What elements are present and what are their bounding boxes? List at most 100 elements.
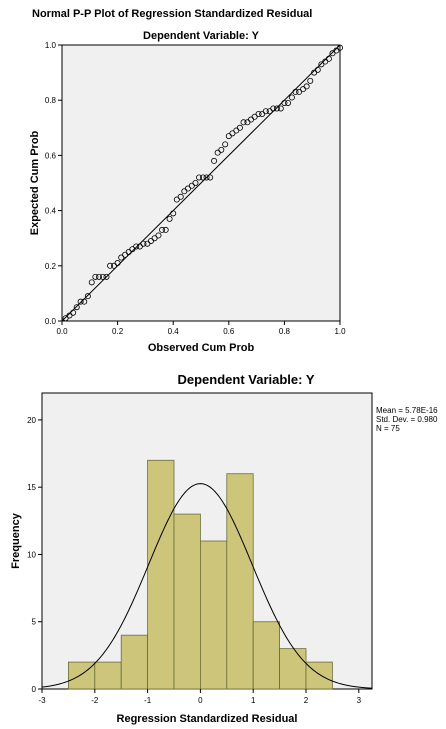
pp-plot-title: Normal P-P Plot of Regression Standardiz… bbox=[32, 8, 312, 20]
histogram-x-tick-label: 3 bbox=[357, 696, 362, 705]
pp-point bbox=[240, 119, 247, 126]
histogram-y-ticks: 0 5 10 15 20 bbox=[27, 416, 42, 694]
pp-point bbox=[81, 298, 88, 305]
histogram-x-tick-label: 2 bbox=[304, 696, 309, 705]
pp-point bbox=[303, 83, 310, 90]
pp-point bbox=[140, 240, 147, 247]
pp-x-tick-label: 0.2 bbox=[112, 327, 124, 336]
pp-point bbox=[288, 94, 295, 101]
pp-point bbox=[155, 232, 162, 239]
pp-point bbox=[199, 174, 206, 181]
histogram-bar bbox=[68, 661, 96, 690]
pp-y-tick-label: 0.6 bbox=[45, 151, 57, 160]
pp-point bbox=[92, 273, 99, 280]
pp-point bbox=[88, 279, 95, 286]
pp-point bbox=[95, 273, 102, 280]
pp-y-tick-label: 1.0 bbox=[45, 41, 57, 50]
pp-point bbox=[151, 235, 158, 242]
histogram-x-ticks: -3 -2 -1 0 1 2 3 bbox=[38, 689, 362, 705]
histogram-bar bbox=[279, 648, 307, 690]
pp-x-axis-label: Observed Cum Prob bbox=[148, 342, 255, 354]
pp-points bbox=[62, 44, 343, 322]
histogram-bar bbox=[305, 661, 333, 690]
histogram-bar bbox=[226, 473, 254, 690]
pp-point bbox=[133, 243, 140, 250]
pp-point bbox=[196, 174, 203, 181]
histogram-y-tick-label: 10 bbox=[27, 550, 36, 559]
histogram-x-tick-label: 1 bbox=[251, 696, 256, 705]
pp-y-tick-label: 0.4 bbox=[45, 207, 57, 216]
pp-point bbox=[281, 99, 288, 106]
pp-point bbox=[229, 130, 236, 137]
pp-point bbox=[173, 196, 180, 203]
pp-point bbox=[170, 210, 177, 217]
pp-point bbox=[77, 298, 84, 305]
histogram-y-tick-label: 5 bbox=[32, 618, 37, 627]
histogram-x-axis-label: Regression Standardized Residual bbox=[117, 713, 298, 725]
pp-point bbox=[207, 174, 214, 181]
pp-point bbox=[255, 111, 262, 118]
pp-x-tick-label: 0.0 bbox=[56, 327, 68, 336]
pp-point bbox=[99, 273, 106, 280]
pp-point bbox=[236, 124, 243, 131]
stats-mean: Mean = 5.78E-16 bbox=[376, 406, 438, 415]
pp-point bbox=[336, 44, 343, 51]
pp-point bbox=[270, 105, 277, 112]
histogram-x-tick-label: -1 bbox=[144, 696, 152, 705]
histogram-y-axis-label: Frequency bbox=[10, 512, 22, 569]
pp-point bbox=[203, 174, 210, 181]
pp-plot-subtitle: Dependent Variable: Y bbox=[143, 30, 260, 42]
histogram: Dependent Variable: Y -3 -2 -1 0 1 2 3 0 5 10 15 2… bbox=[10, 372, 438, 725]
histogram-bar bbox=[94, 661, 122, 690]
pp-point bbox=[318, 61, 325, 68]
histogram-bar bbox=[252, 621, 280, 690]
pp-point bbox=[177, 193, 184, 200]
pp-y-ticks: 0.0 0.2 0.4 0.6 0.8 1.0 bbox=[45, 41, 62, 326]
pp-point bbox=[307, 77, 314, 84]
pp-point bbox=[118, 254, 125, 261]
pp-y-tick-label: 0.2 bbox=[45, 262, 57, 271]
stats-std-dev: Std. Dev. = 0.980 bbox=[376, 415, 438, 424]
pp-point bbox=[296, 88, 303, 95]
stats-n: N = 75 bbox=[376, 424, 400, 433]
pp-x-tick-label: 0.6 bbox=[223, 327, 235, 336]
histogram-bar bbox=[147, 459, 175, 690]
pp-point bbox=[107, 262, 114, 269]
pp-point bbox=[273, 105, 280, 112]
pp-point bbox=[114, 260, 121, 267]
pp-point bbox=[292, 88, 299, 95]
pp-point bbox=[262, 108, 269, 115]
pp-point bbox=[314, 66, 321, 73]
histogram-x-tick-label: 0 bbox=[198, 696, 203, 705]
pp-point bbox=[325, 55, 332, 62]
pp-point bbox=[70, 309, 77, 316]
histogram-x-tick-label: -2 bbox=[91, 696, 99, 705]
pp-x-tick-label: 1.0 bbox=[334, 327, 346, 336]
histogram-y-tick-label: 20 bbox=[27, 416, 36, 425]
histogram-stats: Mean = 5.78E-16 Std. Dev. = 0.980 N = 75 bbox=[376, 406, 438, 433]
pp-point bbox=[162, 226, 169, 233]
histogram-x-tick-label: -3 bbox=[38, 696, 46, 705]
pp-x-tick-label: 0.4 bbox=[168, 327, 180, 336]
pp-point bbox=[62, 315, 69, 322]
pp-point bbox=[211, 157, 218, 164]
pp-plot: Normal P-P Plot of Regression Standardiz… bbox=[29, 8, 346, 354]
pp-point bbox=[218, 146, 225, 153]
pp-point bbox=[84, 293, 91, 300]
pp-point bbox=[129, 246, 136, 253]
pp-point bbox=[192, 179, 199, 186]
pp-point bbox=[103, 273, 110, 280]
pp-point bbox=[277, 105, 284, 112]
pp-point bbox=[222, 141, 229, 148]
histogram-y-tick-label: 15 bbox=[27, 483, 36, 492]
pp-point bbox=[159, 226, 166, 233]
pp-point bbox=[184, 185, 191, 192]
pp-x-ticks: 0.0 0.2 0.4 0.6 0.8 1.0 bbox=[56, 321, 346, 336]
pp-point bbox=[329, 50, 336, 57]
histogram-bars bbox=[68, 459, 333, 690]
histogram-title: Dependent Variable: Y bbox=[177, 372, 314, 387]
pp-point bbox=[166, 215, 173, 222]
histogram-bar bbox=[173, 513, 201, 690]
histogram-bar bbox=[120, 634, 148, 690]
